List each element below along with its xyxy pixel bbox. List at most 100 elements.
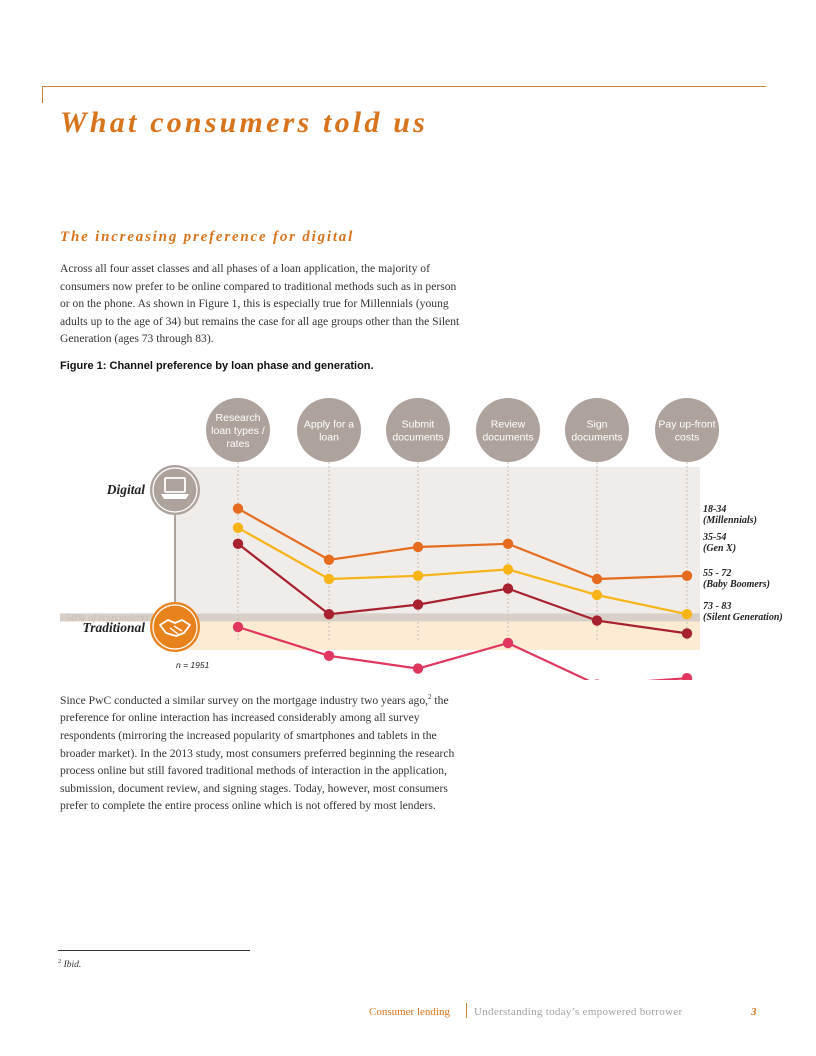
data-point <box>323 573 335 585</box>
paragraph-line: adults up to the age of 34) but remains … <box>60 314 460 328</box>
data-point <box>502 538 514 549</box>
series-line <box>237 507 688 581</box>
data-point <box>412 663 424 674</box>
data-point <box>681 609 693 620</box>
legend-series-sub: (Baby Boomers) <box>703 579 770 590</box>
phase-header-label: documents <box>571 432 622 444</box>
handshake-finger <box>169 627 179 635</box>
section-heading: The increasing preference for digital <box>60 229 355 245</box>
sample-size-note: n = 1951 <box>176 660 210 670</box>
phase-header-label: loan types / <box>211 425 265 437</box>
phase-header-circle <box>655 398 719 462</box>
digital-band <box>175 467 700 618</box>
paragraph-line: preference for online interaction has in… <box>60 711 420 725</box>
header-rule-tick <box>42 86 43 103</box>
data-point <box>502 564 514 575</box>
paragraph-line-tail: the <box>431 693 449 707</box>
phase-header-label: loan <box>319 432 339 444</box>
followup-paragraph: Since PwC conducted a similar survey on … <box>60 689 530 815</box>
paragraph-line: submission, document review, and signing… <box>60 781 448 795</box>
data-point <box>681 673 693 680</box>
phase-header-label: Research <box>216 412 261 424</box>
phase-header-label: rates <box>226 438 249 450</box>
phase-header-circle <box>565 398 629 462</box>
paragraph-line: Across all four asset classes and all ph… <box>60 262 430 275</box>
data-point <box>681 628 693 639</box>
phase-header-label: documents <box>482 432 533 444</box>
threshold-label: 50% of respondents <box>66 613 149 624</box>
handshake-finger <box>173 625 183 632</box>
legend-series-sub: (Silent Generation) <box>703 612 783 623</box>
data-point <box>412 599 424 610</box>
footnote: 2 Ibid. <box>58 958 81 970</box>
phase-header-circle <box>386 398 450 462</box>
footnote-text: Ibid. <box>63 960 82 971</box>
footnote-rule <box>58 950 250 951</box>
figure-caption: Figure 1: Channel preference by loan pha… <box>60 360 374 372</box>
page-title: What consumers told us <box>60 106 428 139</box>
data-point <box>232 621 244 633</box>
data-point <box>502 583 514 594</box>
paragraph-line: Generation (ages 73 through 83). <box>60 332 214 346</box>
phase-header-label: Pay up-front <box>658 419 715 431</box>
phase-header-circle <box>297 398 361 462</box>
legend-series-name: 73 - 83 <box>703 601 731 612</box>
legend-series-name: 55 - 72 <box>703 568 731 579</box>
legend-series-sub: (Millennials) <box>703 515 757 526</box>
data-point <box>232 503 244 514</box>
data-point <box>412 570 424 581</box>
footnote-number: 2 <box>58 958 62 965</box>
page-number: 3 <box>751 1006 757 1018</box>
series-line <box>237 526 688 616</box>
phase-header-label: Submit <box>402 419 435 431</box>
paragraph-line: Since PwC conducted a similar survey on … <box>60 689 530 709</box>
data-point <box>681 570 693 581</box>
laptop-screen <box>164 477 186 493</box>
phase-header-label: costs <box>675 432 700 444</box>
header-rule <box>42 86 766 87</box>
paragraph-line: broader market). In the 2013 study, most… <box>60 746 455 760</box>
handshake-icon <box>159 619 191 637</box>
data-point <box>591 615 603 626</box>
paragraph-line: prefer to complete the entire process on… <box>60 799 436 813</box>
footer-divider <box>466 1003 467 1018</box>
data-point <box>232 522 244 533</box>
paragraph-line: respondents (mirroring the increased pop… <box>60 729 437 743</box>
phase-header-circle <box>206 398 270 462</box>
threshold-band <box>60 613 700 622</box>
data-point <box>323 554 335 565</box>
digital-icon-ring <box>152 467 198 513</box>
chart-side-labels: Digital Traditional n = 1951 <box>82 465 210 670</box>
digital-icon-circle <box>150 465 200 515</box>
legend-series-name: 35-54 <box>702 532 726 543</box>
footer-subtitle: Understanding today’s empowered borrower <box>474 1006 683 1018</box>
data-point <box>594 679 600 680</box>
paragraph-line: process online but still favored traditi… <box>60 764 448 778</box>
phase-header-circle <box>476 398 540 462</box>
data-point <box>591 589 603 601</box>
data-point <box>412 541 424 553</box>
laptop-base <box>161 494 189 499</box>
laptop-icon <box>161 477 189 499</box>
data-point <box>323 609 335 620</box>
phase-header-label: Review <box>491 419 526 431</box>
legend-series-name: 18-34 <box>703 504 726 515</box>
chart-series <box>232 503 693 680</box>
paragraph-line-text: Since PwC conducted a similar survey on … <box>60 693 429 707</box>
paragraph-line: or on the phone. As shown in Figure 1, t… <box>60 297 449 311</box>
traditional-band <box>175 617 700 650</box>
intro-paragraph: Across all four asset classes and all ph… <box>60 260 530 348</box>
chart-legend: 18-34(Millennials) 35-54(Gen X) 55 - 72(Ba… <box>702 504 783 623</box>
footnote-reference: 2 <box>428 693 432 701</box>
paragraph-line: consumers now prefer to be online compar… <box>60 279 457 293</box>
data-point <box>502 637 514 649</box>
traditional-label: Traditional <box>82 620 145 635</box>
series-line <box>237 625 688 680</box>
traditional-icon-ring <box>152 604 198 650</box>
digital-label: Digital <box>106 482 146 497</box>
phase-header-label: Apply for a <box>304 419 354 431</box>
phase-header-label: Sign <box>586 419 607 431</box>
handshake-shape <box>159 619 191 637</box>
